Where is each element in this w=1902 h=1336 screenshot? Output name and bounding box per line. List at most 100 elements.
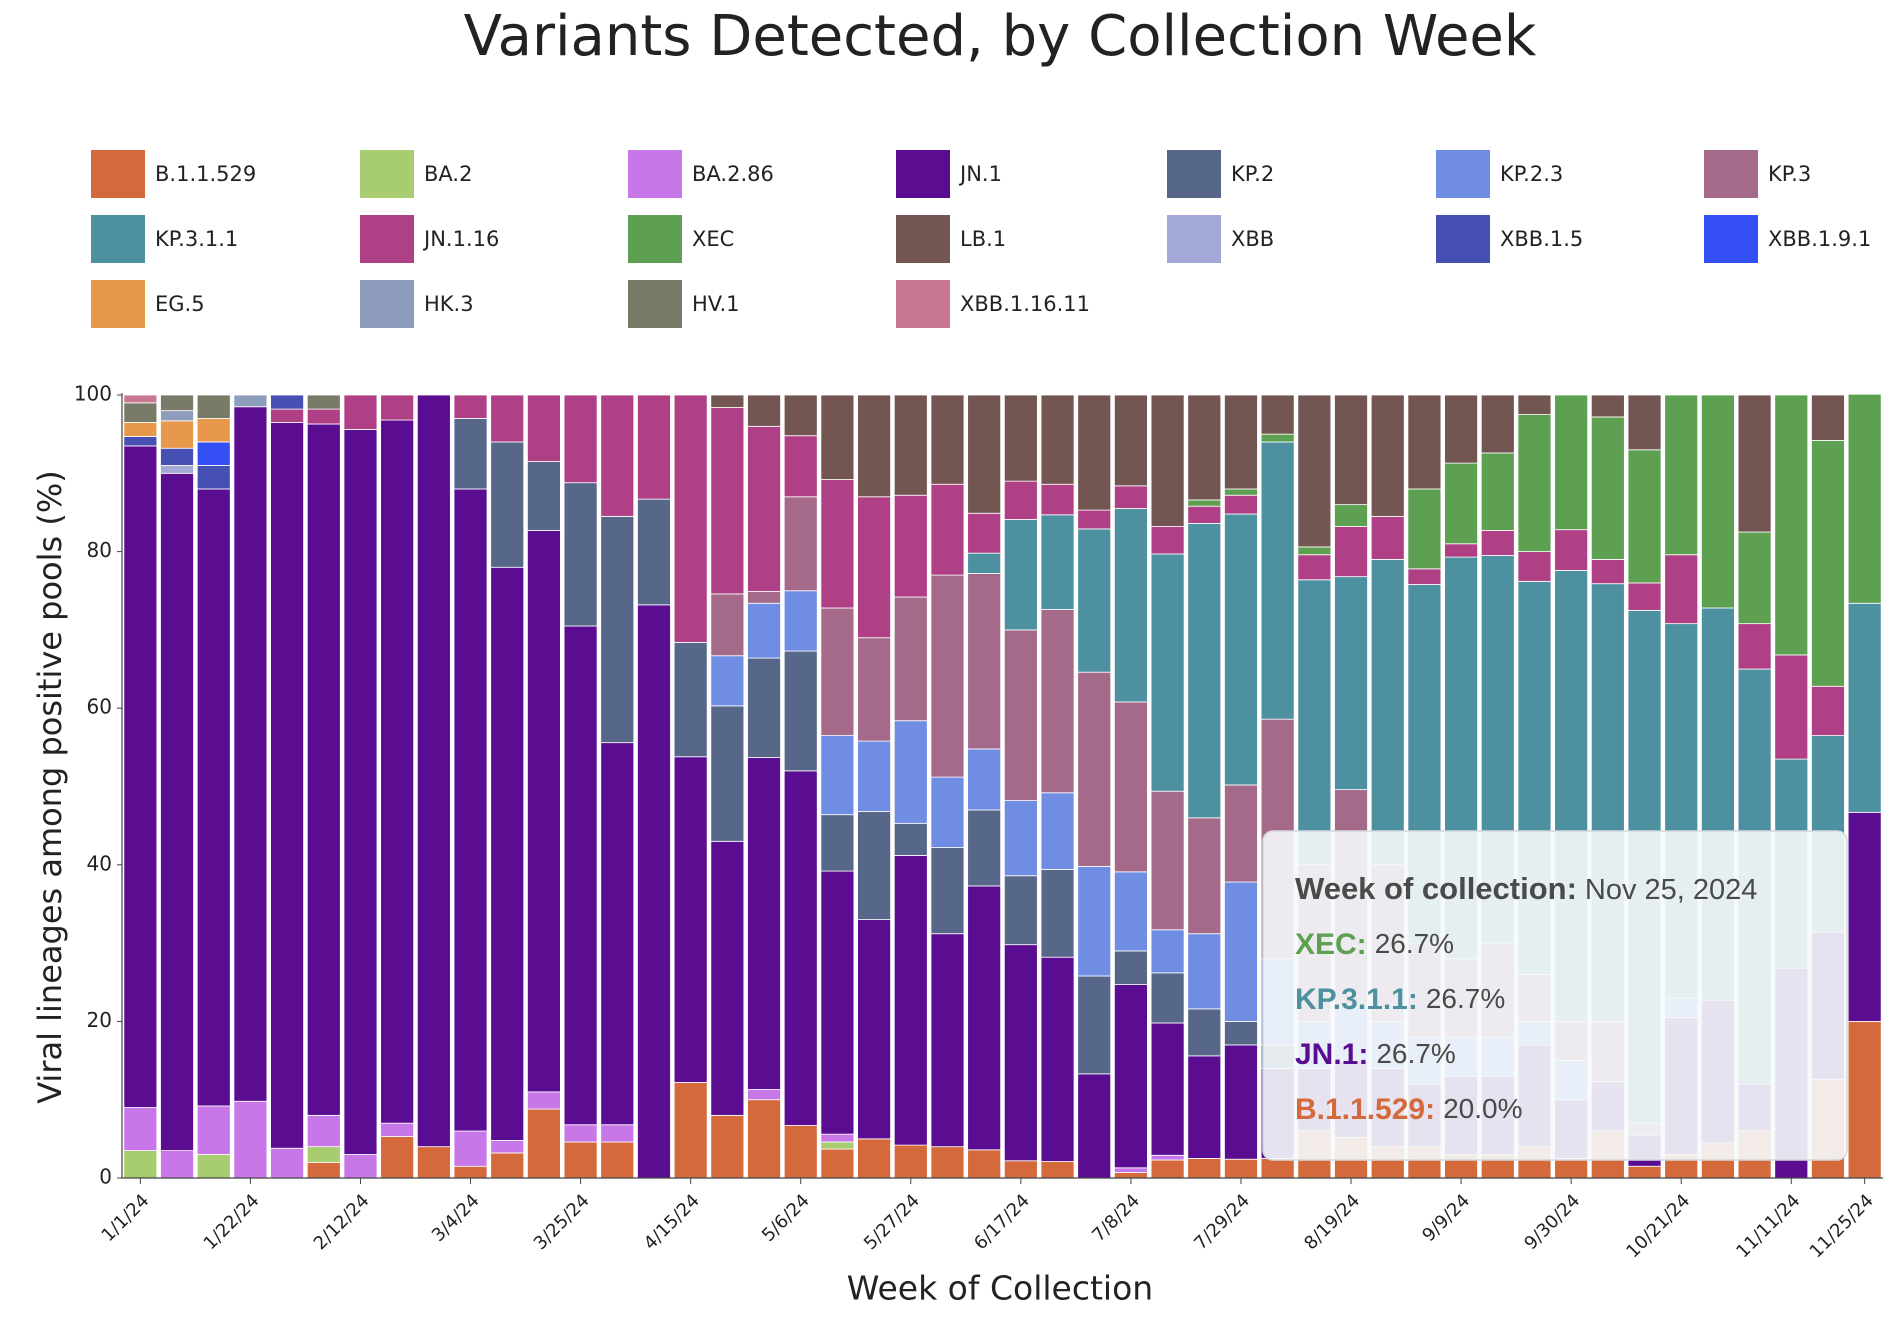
- bar-segment: [1811, 440, 1845, 687]
- legend-label: XBB.1.16.11: [960, 292, 1090, 316]
- legend-label: KP.3.1.1: [155, 227, 238, 251]
- bar-segment: [1407, 568, 1442, 585]
- legend-label: XBB: [1231, 227, 1274, 251]
- bar-segment: [1003, 800, 1038, 877]
- bar-segment: [600, 1124, 635, 1143]
- bar-segment: [160, 447, 194, 466]
- bar-segment: [1040, 869, 1075, 958]
- legend-label: BA.2.86: [692, 162, 774, 186]
- bar-segment: [783, 435, 818, 498]
- bar-segment: [416, 1146, 451, 1179]
- bar-segment: [1113, 950, 1148, 985]
- tooltip-item-name: JN.1:: [1295, 1038, 1368, 1071]
- bar-segment: [783, 770, 818, 1126]
- bar-segment: [1334, 504, 1368, 527]
- bar-segment: [1077, 528, 1112, 673]
- legend-swatch: [360, 215, 414, 263]
- bar-segment: [196, 1105, 231, 1155]
- bar-segment: [160, 394, 194, 412]
- legend-swatch: [360, 150, 414, 198]
- bar-segment: [1113, 871, 1148, 952]
- bar-segment: [930, 483, 965, 576]
- bar-segment: [1407, 488, 1442, 570]
- bar-segment: [857, 811, 892, 921]
- bar-segment: [1700, 394, 1735, 609]
- bar-segment: [1224, 494, 1258, 515]
- bar-segment: [1811, 685, 1845, 737]
- bar-segment: [1737, 531, 1772, 625]
- bar-segment: [453, 488, 488, 1132]
- tooltip-item-value: 26.7%: [1376, 1038, 1455, 1069]
- legend-label: LB.1: [960, 227, 1006, 251]
- bar-segment: [306, 408, 341, 425]
- bar-segment: [380, 419, 415, 1124]
- bar-segment: [1811, 394, 1845, 441]
- bar-segment: [233, 1100, 268, 1179]
- bar-segment: [1224, 1021, 1258, 1046]
- legend-swatch: [1167, 215, 1221, 263]
- bar-segment: [306, 394, 341, 410]
- tooltip-item: XEC: 26.7%: [1295, 928, 1454, 961]
- tooltip-item-value: 26.7%: [1426, 983, 1505, 1014]
- bar-segment: [563, 1124, 598, 1143]
- bar-segment: [160, 410, 194, 422]
- bar-segment: [1077, 671, 1112, 867]
- bar-segment: [1627, 449, 1662, 584]
- bar-segment: [1297, 579, 1332, 866]
- bar-segment: [783, 590, 818, 652]
- bar-segment: [820, 735, 855, 816]
- bar-segment: [123, 436, 158, 447]
- bar-segment: [783, 1125, 818, 1179]
- bar-segment: [1040, 394, 1075, 485]
- bar-segment: [1774, 654, 1809, 760]
- y-tick-label: 0: [99, 1165, 112, 1189]
- bar-segment: [783, 496, 818, 592]
- bar-segment: [380, 1136, 415, 1179]
- bar-segment: [1444, 394, 1479, 464]
- bar-segment: [857, 1138, 892, 1179]
- bar-segment: [306, 1161, 341, 1179]
- bar-segment: [490, 1152, 525, 1179]
- bar-segment: [1517, 414, 1552, 553]
- bar-segment: [710, 407, 745, 595]
- bar-segment: [526, 394, 561, 462]
- bar-segment: [1150, 394, 1185, 527]
- bar-segment: [857, 496, 892, 639]
- bar-segment: [710, 593, 745, 657]
- bar-segment: [1040, 483, 1075, 516]
- bar-segment: [270, 1147, 305, 1179]
- y-tick-label: 20: [87, 1008, 112, 1032]
- x-tick-label: 6/17/24: [970, 1190, 1034, 1254]
- bar-segment: [490, 1140, 525, 1154]
- bar-segment: [416, 394, 451, 1148]
- legend-label: XBB.1.9.1: [1768, 227, 1871, 251]
- bar-segment: [1040, 609, 1075, 794]
- legend-swatch: [896, 150, 950, 198]
- bar-segment: [967, 1149, 1002, 1179]
- tooltip-item-name: KP.3.1.1:: [1295, 983, 1418, 1016]
- bar-segment: [1113, 1172, 1148, 1179]
- legend-label: BA.2: [424, 162, 472, 186]
- bar-segment: [820, 607, 855, 737]
- bar-segment: [1040, 956, 1075, 1162]
- x-tick-label: 7/29/24: [1190, 1190, 1254, 1254]
- bar-segment: [233, 406, 268, 1102]
- bar-segment: [343, 394, 378, 430]
- bar-segment: [1003, 875, 1038, 946]
- bar-segment: [857, 919, 892, 1140]
- legend-label: JN.1: [958, 162, 1002, 186]
- x-tick-label: 9/30/24: [1520, 1190, 1584, 1254]
- bar-segment: [1150, 972, 1185, 1024]
- bar-segment: [967, 512, 1002, 554]
- bar-segment: [967, 748, 1002, 811]
- bar-segment: [673, 756, 708, 1083]
- bar-segment: [747, 1089, 781, 1101]
- bar-segment: [1480, 394, 1515, 454]
- bar-segment: [783, 650, 818, 772]
- bar-segment: [893, 494, 928, 598]
- bar-segment: [1517, 394, 1552, 415]
- legend-swatch: [896, 215, 950, 263]
- bar-segment: [563, 482, 598, 627]
- legend-label: JN.1.16: [422, 227, 499, 251]
